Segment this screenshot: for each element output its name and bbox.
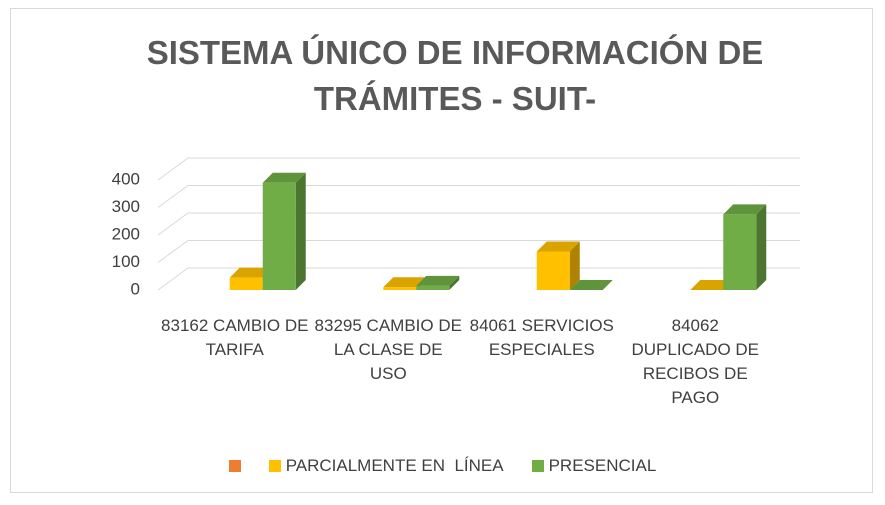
bar	[569, 280, 613, 290]
grid-line	[157, 212, 800, 236]
bar	[262, 172, 306, 290]
grid-line	[157, 267, 800, 291]
y-tick-label: 200	[112, 224, 140, 243]
bar-side	[449, 275, 460, 290]
bar-top	[723, 204, 767, 215]
bar	[416, 275, 460, 290]
bar-front	[416, 285, 450, 290]
bar-side	[569, 241, 580, 290]
bar	[690, 280, 734, 290]
x-tick-label: 83162 CAMBIO DE TARIFA	[161, 316, 309, 359]
bar-top	[569, 280, 613, 290]
bar	[723, 204, 767, 290]
bar-front	[723, 214, 757, 290]
legend-swatch	[531, 460, 544, 472]
bar-front	[536, 251, 570, 290]
legend-item: PRESENCIAL	[524, 456, 665, 476]
bar-top	[383, 277, 427, 288]
chart-title: SISTEMA ÚNICO DE INFORMACIÓN DE TRÁMITES…	[146, 34, 764, 117]
grid-line	[157, 157, 800, 181]
x-tick-label: 84061 SERVICIOS ESPECIALES	[469, 316, 614, 359]
legend-label: PRESENCIAL	[548, 456, 657, 475]
legend-swatch	[268, 460, 281, 472]
bar	[536, 241, 580, 290]
legend-item: PARCIALMENTE EN LÍNEA	[261, 456, 512, 476]
bar-top	[229, 267, 273, 278]
x-tick-label: 84062 DUPLICADO DE RECIBOS DE PAGO	[631, 316, 760, 407]
grid-line	[157, 185, 800, 208]
bar-top	[536, 241, 580, 252]
bar-front	[229, 277, 263, 290]
bar-top	[690, 280, 734, 290]
legend-swatch	[228, 460, 241, 472]
legend-item	[221, 456, 249, 476]
chart-border	[10, 8, 873, 493]
bar-front	[383, 287, 417, 290]
y-tick-label: 400	[112, 169, 140, 188]
y-tick-label: 0	[131, 279, 140, 298]
legend: PARCIALMENTE EN LÍNEA PRESENCIAL	[0, 456, 885, 476]
bar-front	[262, 182, 296, 290]
bar-top	[262, 172, 306, 183]
legend-label: PARCIALMENTE EN LÍNEA	[285, 456, 504, 475]
y-tick-label: 100	[112, 252, 140, 271]
grid-line	[157, 240, 800, 263]
y-tick-label: 300	[112, 197, 140, 216]
x-tick-label: 83295 CAMBIO DE LA CLASE DE USO	[314, 316, 462, 383]
bar-side	[295, 172, 306, 290]
bar-top	[416, 275, 460, 286]
bar-side	[756, 204, 767, 290]
